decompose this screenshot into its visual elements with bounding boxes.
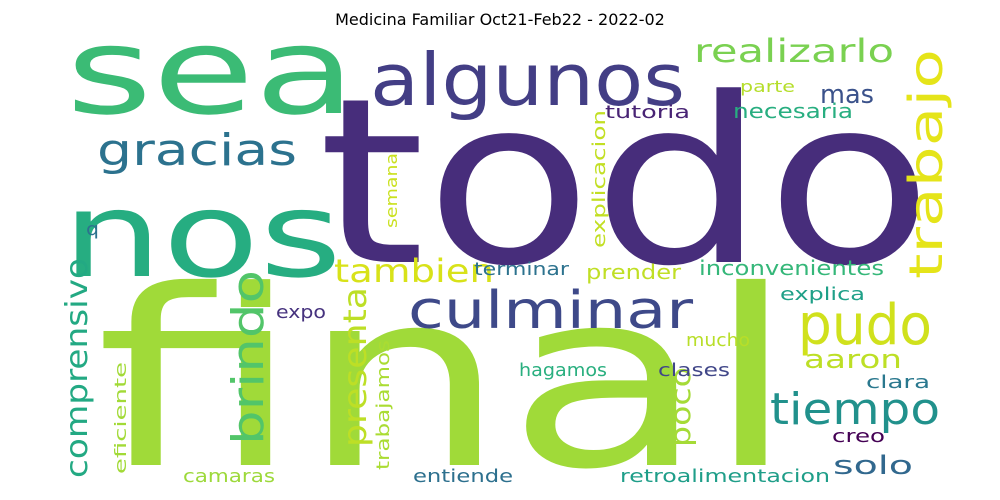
word-eficiente: eficiente bbox=[111, 362, 130, 474]
word-retroalimentacion: retroalimentacion bbox=[620, 466, 830, 487]
word-expo: expo bbox=[276, 302, 326, 323]
word-inconvenientes: inconvenientes bbox=[699, 256, 884, 280]
word-tiempo: tiempo bbox=[770, 384, 940, 435]
word-pudo: pudo bbox=[798, 293, 932, 358]
word-trabajamos: trabajamos bbox=[373, 340, 394, 470]
word-nos: nos bbox=[62, 166, 342, 304]
word-comprensivo: comprensivo bbox=[60, 258, 95, 478]
word-algunos: algunos bbox=[370, 38, 685, 122]
word-semana: semana bbox=[382, 153, 401, 228]
word-sea: sea bbox=[66, 3, 356, 142]
word-clases: clases bbox=[658, 360, 730, 381]
word-gracias: gracias bbox=[97, 125, 297, 176]
word-explicacion: explicacion bbox=[589, 110, 610, 248]
chart-title: Medicina Familiar Oct21-Feb22 - 2022-02 bbox=[335, 10, 665, 29]
word-mas: mas bbox=[820, 80, 874, 110]
word-realizarlo: realizarlo bbox=[694, 32, 894, 70]
word-camaras: camaras bbox=[183, 466, 275, 487]
word-poco: poco bbox=[664, 367, 697, 447]
word-culminar: culminar bbox=[408, 281, 694, 341]
word-final: final bbox=[96, 238, 796, 500]
word-solo: solo bbox=[833, 451, 913, 481]
word-terminar: terminar bbox=[474, 259, 570, 280]
word-brindo: brindo bbox=[223, 270, 274, 445]
word-tambien: tambien bbox=[334, 252, 494, 290]
word-tutoria: tutoria bbox=[605, 102, 690, 123]
word-clara: clara bbox=[866, 372, 930, 393]
word-entiende: entiende bbox=[413, 466, 513, 487]
word-trabajo: trabajo bbox=[899, 49, 953, 279]
word-q: q bbox=[86, 219, 99, 240]
word-prender: prender bbox=[586, 260, 682, 284]
word-todo: todo bbox=[318, 50, 933, 317]
word-parte: parte bbox=[740, 77, 795, 96]
word-creo: creo bbox=[832, 426, 885, 447]
word-explica: explica bbox=[780, 284, 865, 305]
word-hagamos: hagamos bbox=[519, 360, 607, 381]
word-presenta: presenta bbox=[336, 287, 374, 447]
word-aaron: aaron bbox=[804, 345, 902, 375]
word-mucho: mucho bbox=[686, 330, 750, 351]
word-necesaria: necesaria bbox=[733, 99, 853, 123]
